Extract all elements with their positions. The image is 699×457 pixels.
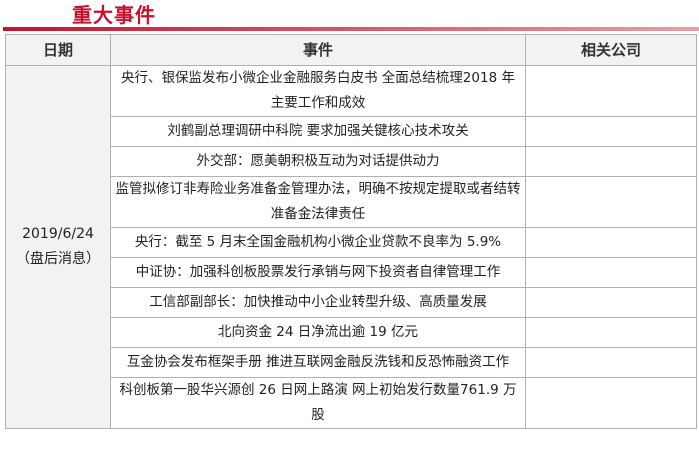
company-cell bbox=[525, 257, 697, 288]
header-company: 相关公司 bbox=[525, 34, 697, 66]
table-row: 互金协会发布框架手册 推进互联网金融反洗钱和反恐怖融资工作 bbox=[6, 347, 697, 378]
header-date: 日期 bbox=[5, 34, 111, 66]
company-cell bbox=[525, 377, 697, 429]
table-row: 科创板第一股华兴源创 26 日网上路演 网上初始发行数量761.9 万股 bbox=[6, 377, 697, 429]
event-cell: 工信部副部长：加快推动中小企业转型升级、高质量发展 bbox=[110, 287, 526, 318]
company-cell bbox=[525, 176, 697, 228]
events-table: 日期 事件 相关公司 2019/6/24 （盘后消息） 央行、银保监发布小微企业金融… bbox=[5, 34, 697, 429]
event-cell: 央行：截至 5 月末全国金融机构小微企业贷款不良率为 5.9% bbox=[110, 227, 526, 258]
date-cell: 2019/6/24 （盘后消息） bbox=[5, 65, 111, 429]
header-event: 事件 bbox=[110, 34, 526, 66]
company-cell bbox=[525, 347, 697, 378]
table-row: 监管拟修订非寿险业务准备金管理办法，明确不按规定提取或者结转准备金法律责任 bbox=[6, 176, 697, 228]
company-cell bbox=[525, 116, 697, 147]
table-row: 刘鹤副总理调研中科院 要求加强关键核心技术攻关 bbox=[6, 116, 697, 147]
date-value: 2019/6/24 bbox=[22, 226, 94, 242]
event-cell: 北向资金 24 日净流出逾 19 亿元 bbox=[110, 317, 526, 348]
event-cell: 互金协会发布框架手册 推进互联网金融反洗钱和反恐怖融资工作 bbox=[110, 347, 526, 378]
event-cell: 监管拟修订非寿险业务准备金管理办法，明确不按规定提取或者结转准备金法律责任 bbox=[110, 176, 526, 228]
event-cell: 外交部：愿美朝积极互动为对话提供动力 bbox=[110, 146, 526, 177]
table-row: 2019/6/24 （盘后消息） 央行、银保监发布小微企业金融服务白皮书 全面总结梳… bbox=[5, 65, 697, 429]
company-cell bbox=[525, 65, 697, 117]
table-header-row: 日期 事件 相关公司 bbox=[5, 34, 697, 66]
event-cell: 刘鹤副总理调研中科院 要求加强关键核心技术攻关 bbox=[110, 116, 526, 147]
date-note: （盘后消息） bbox=[16, 251, 100, 267]
company-cell bbox=[525, 227, 697, 258]
company-cell bbox=[525, 287, 697, 318]
table-row: 北向资金 24 日净流出逾 19 亿元 bbox=[6, 317, 697, 348]
section-title: 重大事件 bbox=[72, 3, 156, 27]
event-cell: 科创板第一股华兴源创 26 日网上路演 网上初始发行数量761.9 万股 bbox=[110, 377, 526, 429]
table-row: 中证协：加强科创板股票发行承销与网下投资者自律管理工作 bbox=[6, 257, 697, 288]
title-divider bbox=[3, 27, 699, 31]
event-cell: 央行、银保监发布小微企业金融服务白皮书 全面总结梳理2018 年主要工作和成效 bbox=[110, 65, 526, 117]
company-cell bbox=[525, 317, 697, 348]
event-cell: 中证协：加强科创板股票发行承销与网下投资者自律管理工作 bbox=[110, 257, 526, 288]
company-cell bbox=[525, 146, 697, 177]
